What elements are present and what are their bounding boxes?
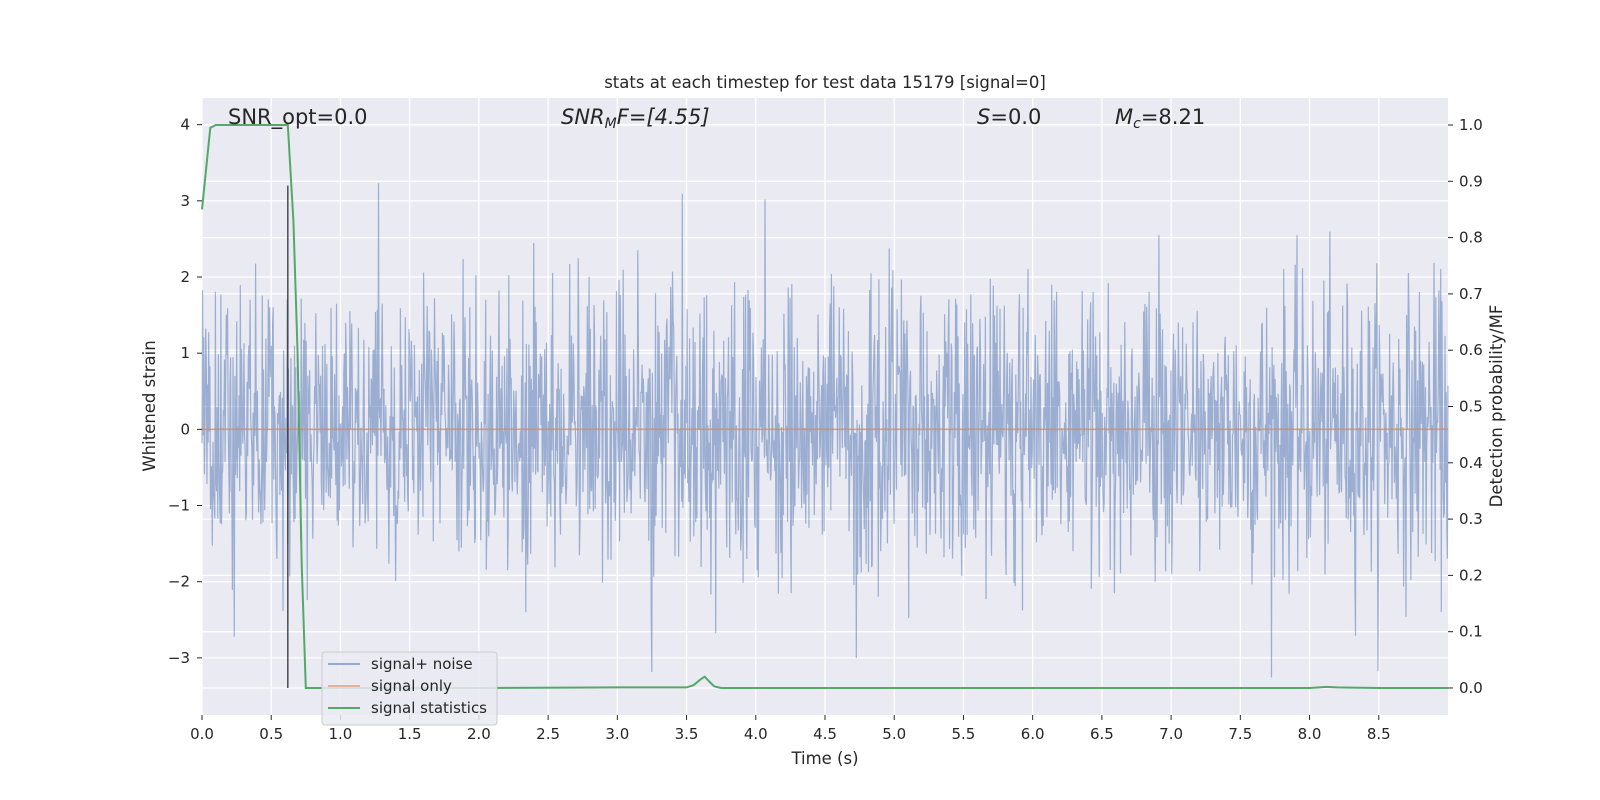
chart-title: stats at each timestep for test data 151… <box>604 73 1046 92</box>
y-right-tick-label-10: 1.0 <box>1459 116 1483 134</box>
x-tick-label-17: 8.5 <box>1367 725 1391 743</box>
annotation-mc-base: M <box>1115 105 1133 129</box>
y-right-tick-label-7: 0.7 <box>1459 285 1483 303</box>
x-tick-label-9: 4.5 <box>813 725 837 743</box>
x-tick-label-14: 7.0 <box>1159 725 1183 743</box>
series-signal-noise <box>201 183 1449 678</box>
annotation-mc-rest: =8.21 <box>1141 105 1205 129</box>
y-left-tick-label-0: −3 <box>168 649 190 667</box>
y-left-tick-label-6: 3 <box>180 192 190 210</box>
x-tick-label-1: 0.5 <box>259 725 283 743</box>
legend-label-signal-statistics: signal statistics <box>371 699 487 717</box>
annotation-s-rest: =0.0 <box>990 105 1041 129</box>
y-right-tick-label-1: 0.1 <box>1459 623 1483 641</box>
y-axis-label-left: Whitened strain <box>140 340 159 471</box>
y-left-tick-label-4: 1 <box>180 344 190 362</box>
x-tick-label-10: 5.0 <box>882 725 906 743</box>
x-tick-label-15: 7.5 <box>1228 725 1252 743</box>
y-axis-label-right: Detection probability/MF <box>1487 305 1506 508</box>
legend-label-signal-noise: signal+ noise <box>371 655 473 673</box>
x-tick-label-4: 2.0 <box>467 725 491 743</box>
y-left-tick-label-5: 2 <box>180 268 190 286</box>
tick-labels: 0.0 0.5 1.0 1.5 2.0 2.5 3.0 3.5 4.0 4.5 5.0 5.5 6.0 6… <box>168 116 1483 743</box>
annotation-s: S=0.0 <box>977 105 1041 129</box>
x-tick-label-2: 1.0 <box>329 725 353 743</box>
x-tick-label-7: 3.5 <box>675 725 699 743</box>
x-axis-label: Time (s) <box>790 749 858 768</box>
y-right-tick-label-9: 0.9 <box>1459 172 1483 190</box>
y-left-tick-label-2: −1 <box>168 497 190 515</box>
x-tick-label-3: 1.5 <box>398 725 422 743</box>
x-tick-label-16: 8.0 <box>1298 725 1322 743</box>
annotation-snr-opt: SNR_opt=0.0 <box>228 105 368 130</box>
y-left-tick-label-1: −2 <box>168 573 190 591</box>
y-left-tick-label-3: 0 <box>180 420 190 438</box>
x-tick-label-11: 5.5 <box>952 725 976 743</box>
annotation-snr-mf-base: SNR <box>561 105 605 129</box>
annotation-snr-mf-sub: M <box>605 116 617 132</box>
y-left-tick-label-7: 4 <box>180 116 190 134</box>
annotation-mc-sub: c <box>1133 116 1141 132</box>
annotation-s-italic: S <box>977 105 990 129</box>
x-tick-label-0: 0.0 <box>190 725 214 743</box>
x-tick-label-5: 2.5 <box>536 725 560 743</box>
x-tick-label-6: 3.0 <box>605 725 629 743</box>
annotation-snr-mf-rest: F=[4.55] <box>617 105 710 129</box>
y-right-tick-label-2: 0.2 <box>1459 566 1483 584</box>
y-right-tick-label-0: 0.0 <box>1459 679 1483 697</box>
signal-noise-trace <box>201 183 1449 678</box>
legend: signal+ noise signal only signal statist… <box>321 651 498 726</box>
annotation-mc: Mc=8.21 <box>1115 105 1205 132</box>
y-right-tick-label-8: 0.8 <box>1459 229 1483 247</box>
x-tick-label-12: 6.0 <box>1021 725 1045 743</box>
legend-label-signal-only: signal only <box>371 677 452 695</box>
x-tick-label-8: 4.0 <box>744 725 768 743</box>
x-tick-label-13: 6.5 <box>1090 725 1114 743</box>
y-right-tick-label-5: 0.5 <box>1459 398 1483 416</box>
legend-box <box>321 651 498 726</box>
y-right-tick-label-6: 0.6 <box>1459 341 1483 359</box>
y-right-tick-label-4: 0.4 <box>1459 454 1483 472</box>
annotation-snr-mf: SNRMF=[4.55] <box>561 105 710 132</box>
y-right-tick-label-3: 0.3 <box>1459 510 1483 528</box>
